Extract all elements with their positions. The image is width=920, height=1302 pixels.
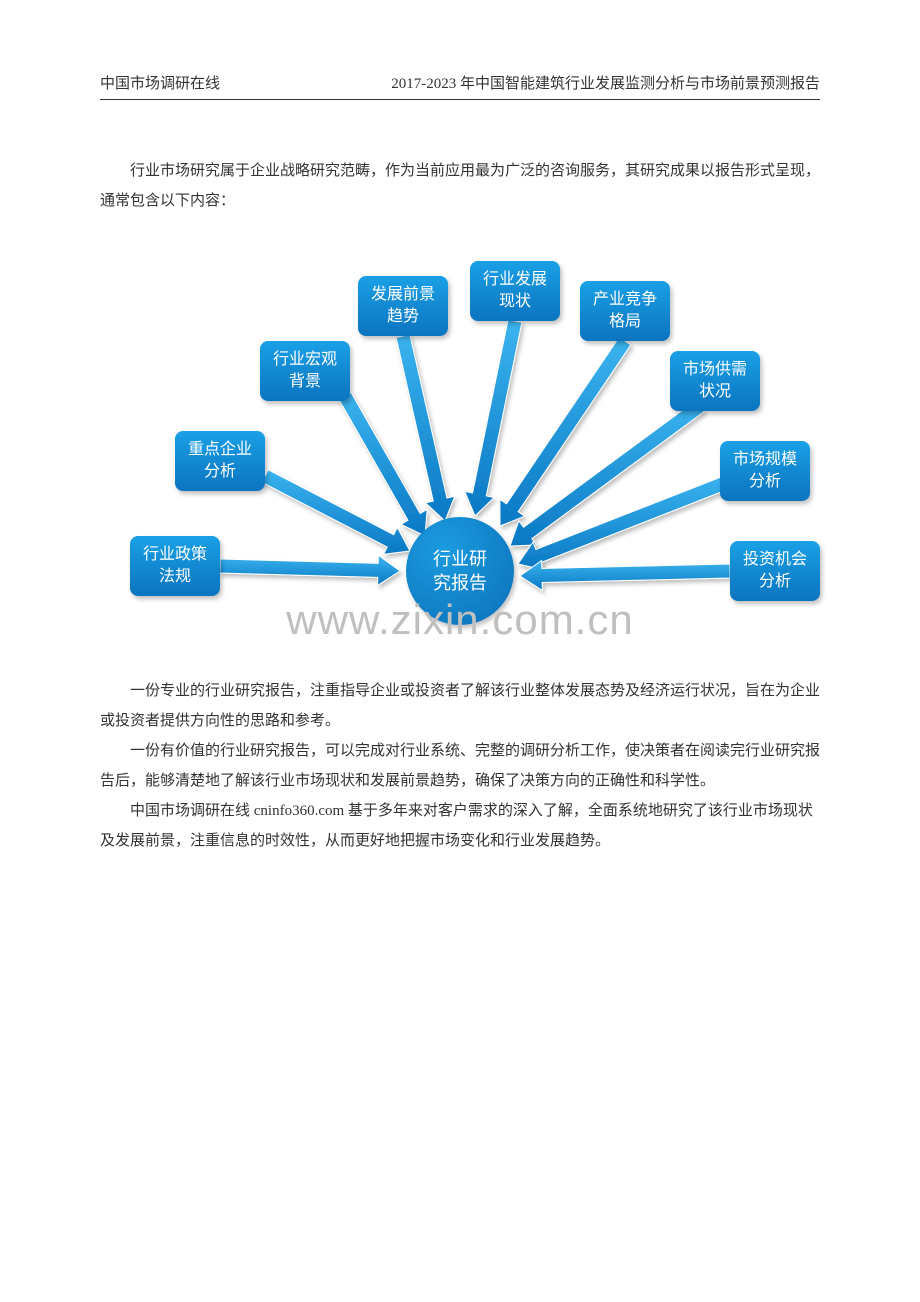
diagram-arrow [500,337,631,526]
diagram-node-label: 投资机会分析 [743,549,807,592]
diagram-center: 行业研究报告 [406,517,514,625]
diagram-node-label: 重点企业分析 [188,439,252,482]
diagram-arrow [262,470,410,554]
diagram-center-label: 行业研究报告 [433,547,487,596]
body-text: 一份专业的行业研究报告，注重指导企业或投资者了解该行业整体发展态势及经济运行状况… [100,676,820,856]
body-paragraph: 中国市场调研在线 cninfo360.com 基于多年来对客户需求的深入了解，全… [100,796,820,856]
diagram-node: 发展前景趋势 [358,276,448,336]
intro-paragraph: 行业市场研究属于企业战略研究范畴，作为当前应用最为广泛的咨询服务，其研究成果以报… [100,156,820,216]
diagram-node-label: 市场供需状况 [683,359,747,402]
diagram-node: 市场规模分析 [720,441,810,501]
page-header: 中国市场调研在线 2017-2023 年中国智能建筑行业发展监测分析与市场前景预… [100,72,820,100]
diagram-arrow [396,334,455,521]
diagram-arrow [220,555,400,585]
diagram-node-label: 发展前景趋势 [371,284,435,327]
diagram-node-label: 行业发展现状 [483,269,547,312]
diagram-node: 行业宏观背景 [260,341,350,401]
diagram-node: 产业竞争格局 [580,281,670,341]
header-left: 中国市场调研在线 [100,72,220,93]
diagram-node: 市场供需状况 [670,351,760,411]
diagram-node-label: 行业政策法规 [143,544,207,587]
radial-diagram: 行业政策法规 重点企业分析 行业宏观背景发展前景趋势 行业发展现状 产业竞争格局市场供需… [100,226,820,646]
body-paragraph: 一份有价值的行业研究报告，可以完成对行业系统、完整的调研分析工作，使决策者在阅读… [100,736,820,796]
header-right: 2017-2023 年中国智能建筑行业发展监测分析与市场前景预测报告 [391,72,820,93]
diagram-arrow [520,560,730,590]
body-paragraph: 一份专业的行业研究报告，注重指导企业或投资者了解该行业整体发展态势及经济运行状况… [100,676,820,736]
diagram-node: 投资机会分析 [730,541,820,601]
diagram-arrow [339,393,427,536]
diagram-node: 重点企业分析 [175,431,265,491]
diagram-arrow [465,320,522,516]
diagram-node-label: 行业宏观背景 [273,349,337,392]
diagram-arrow [518,474,733,569]
diagram-node: 行业政策法规 [130,536,220,596]
diagram-node-label: 市场规模分析 [733,449,797,492]
diagram-node: 行业发展现状 [470,261,560,321]
page: 中国市场调研在线 2017-2023 年中国智能建筑行业发展监测分析与市场前景预… [0,0,920,936]
diagram-arrow [510,400,704,546]
diagram-node-label: 产业竞争格局 [593,289,657,332]
